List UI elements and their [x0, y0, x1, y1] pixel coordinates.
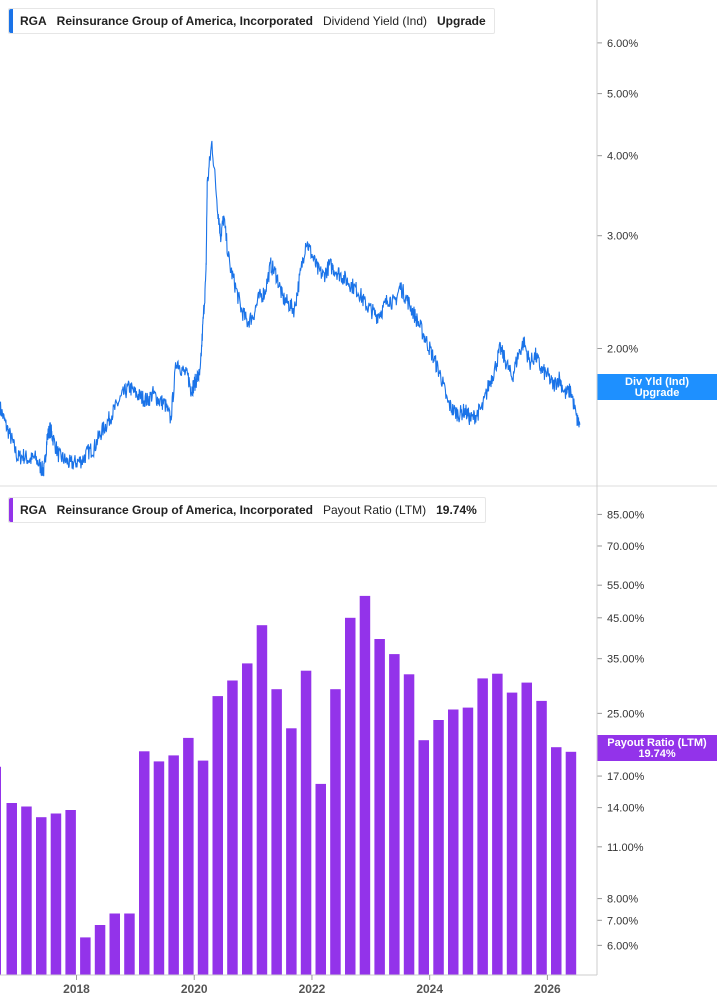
payout-bar: [315, 783, 326, 975]
x-tick-label: 2024: [416, 982, 443, 996]
payout-bar: [183, 737, 194, 975]
payout-bar: [65, 810, 76, 975]
payout-bar: [50, 813, 62, 975]
payout-bar: [168, 755, 179, 975]
payout-bar: [345, 617, 356, 975]
top-legend-ticker: RGA: [20, 14, 47, 28]
payout-tag-value: 19.74%: [638, 748, 676, 760]
payout-bar: [448, 709, 459, 975]
payout-bar-edge: [0, 766, 1, 975]
payout-bar: [536, 700, 547, 975]
div-yld-tag: [597, 374, 717, 400]
bottom-legend[interactable]: RGA Reinsurance Group of America, Incorp…: [8, 497, 486, 523]
y-tick-label: 5.00%: [607, 89, 638, 101]
payout-bar: [359, 595, 371, 975]
x-tick-label: 2020: [181, 982, 208, 996]
payout-bar: [300, 670, 312, 975]
payout-bar: [36, 817, 47, 975]
dividend-yield-panel: [0, 140, 581, 477]
payout-bar: [403, 674, 415, 975]
payout-tag-label: Payout Ratio (LTM): [607, 737, 707, 749]
payout-bar: [153, 761, 165, 975]
payout-bar: [242, 663, 253, 975]
div-yld-tag-value: Upgrade: [635, 387, 680, 399]
y-tick-label: 8.00%: [607, 894, 638, 906]
payout-bar: [492, 673, 503, 975]
payout-bar: [80, 937, 91, 975]
y-tick-label: 2.00%: [607, 343, 638, 355]
payout-bar: [389, 654, 400, 975]
div-yld-tag-label: Div Yld (Ind): [625, 376, 689, 388]
payout-bar: [6, 803, 17, 975]
top-legend-metric: Dividend Yield (Ind): [322, 14, 428, 28]
y-tick-label: 4.00%: [607, 151, 638, 163]
y-tick-label: 85.00%: [607, 509, 645, 521]
y-tick-label: 55.00%: [607, 580, 645, 592]
x-tick-label: 2022: [299, 982, 326, 996]
bottom-legend-metric: Payout Ratio (LTM): [322, 503, 427, 517]
top-legend[interactable]: RGA Reinsurance Group of America, Incorp…: [8, 8, 495, 34]
payout-bar: [374, 639, 385, 975]
x-tick-label: 2018: [63, 982, 90, 996]
y-tick-label: 17.00%: [607, 771, 645, 783]
y-tick-label: 11.00%: [607, 842, 644, 854]
payout-bar: [94, 925, 106, 975]
top-legend-company: Reinsurance Group of America, Incorporat…: [56, 14, 313, 28]
payout-bar: [124, 913, 135, 975]
y-tick-label: 25.00%: [607, 708, 645, 720]
payout-bar: [256, 625, 268, 975]
bottom-legend-swatch: [9, 498, 13, 522]
y-tick-label: 6.00%: [607, 38, 638, 50]
payout-bar: [462, 707, 474, 975]
payout-bar: [521, 682, 532, 975]
bottom-legend-ticker: RGA: [20, 503, 47, 517]
top-legend-swatch: [9, 9, 13, 33]
payout-bar: [139, 751, 150, 975]
payout-bar: [551, 747, 562, 975]
payout-bar: [330, 689, 341, 975]
y-tick-label: 3.00%: [607, 231, 638, 243]
payout-bar: [418, 740, 429, 975]
y-tick-label: 6.00%: [607, 940, 638, 952]
payout-ratio-panel: [0, 595, 577, 975]
payout-bar: [212, 696, 223, 975]
payout-bar: [21, 806, 32, 975]
payout-bar: [197, 760, 209, 975]
payout-bar: [477, 678, 488, 975]
y-tick-label: 70.00%: [607, 541, 645, 553]
y-tick-label: 14.00%: [607, 803, 645, 815]
payout-bar: [433, 720, 444, 975]
bottom-legend-company: Reinsurance Group of America, Incorporat…: [56, 503, 313, 517]
y-tick-label: 45.00%: [607, 613, 645, 625]
payout-bar: [506, 692, 518, 975]
payout-bar: [286, 728, 297, 975]
payout-bar: [227, 680, 238, 975]
payout-bar: [271, 689, 282, 975]
y-tick-label: 35.00%: [607, 654, 645, 666]
bottom-legend-value: 19.74%: [436, 503, 477, 517]
dividend-yield-line: [0, 140, 581, 477]
x-tick-label: 2026: [534, 982, 561, 996]
payout-bar: [565, 751, 577, 975]
payout-bar: [109, 913, 120, 975]
top-legend-upgrade-link[interactable]: Upgrade: [437, 14, 486, 28]
payout-tag: [597, 735, 717, 761]
y-tick-label: 7.00%: [607, 915, 638, 927]
